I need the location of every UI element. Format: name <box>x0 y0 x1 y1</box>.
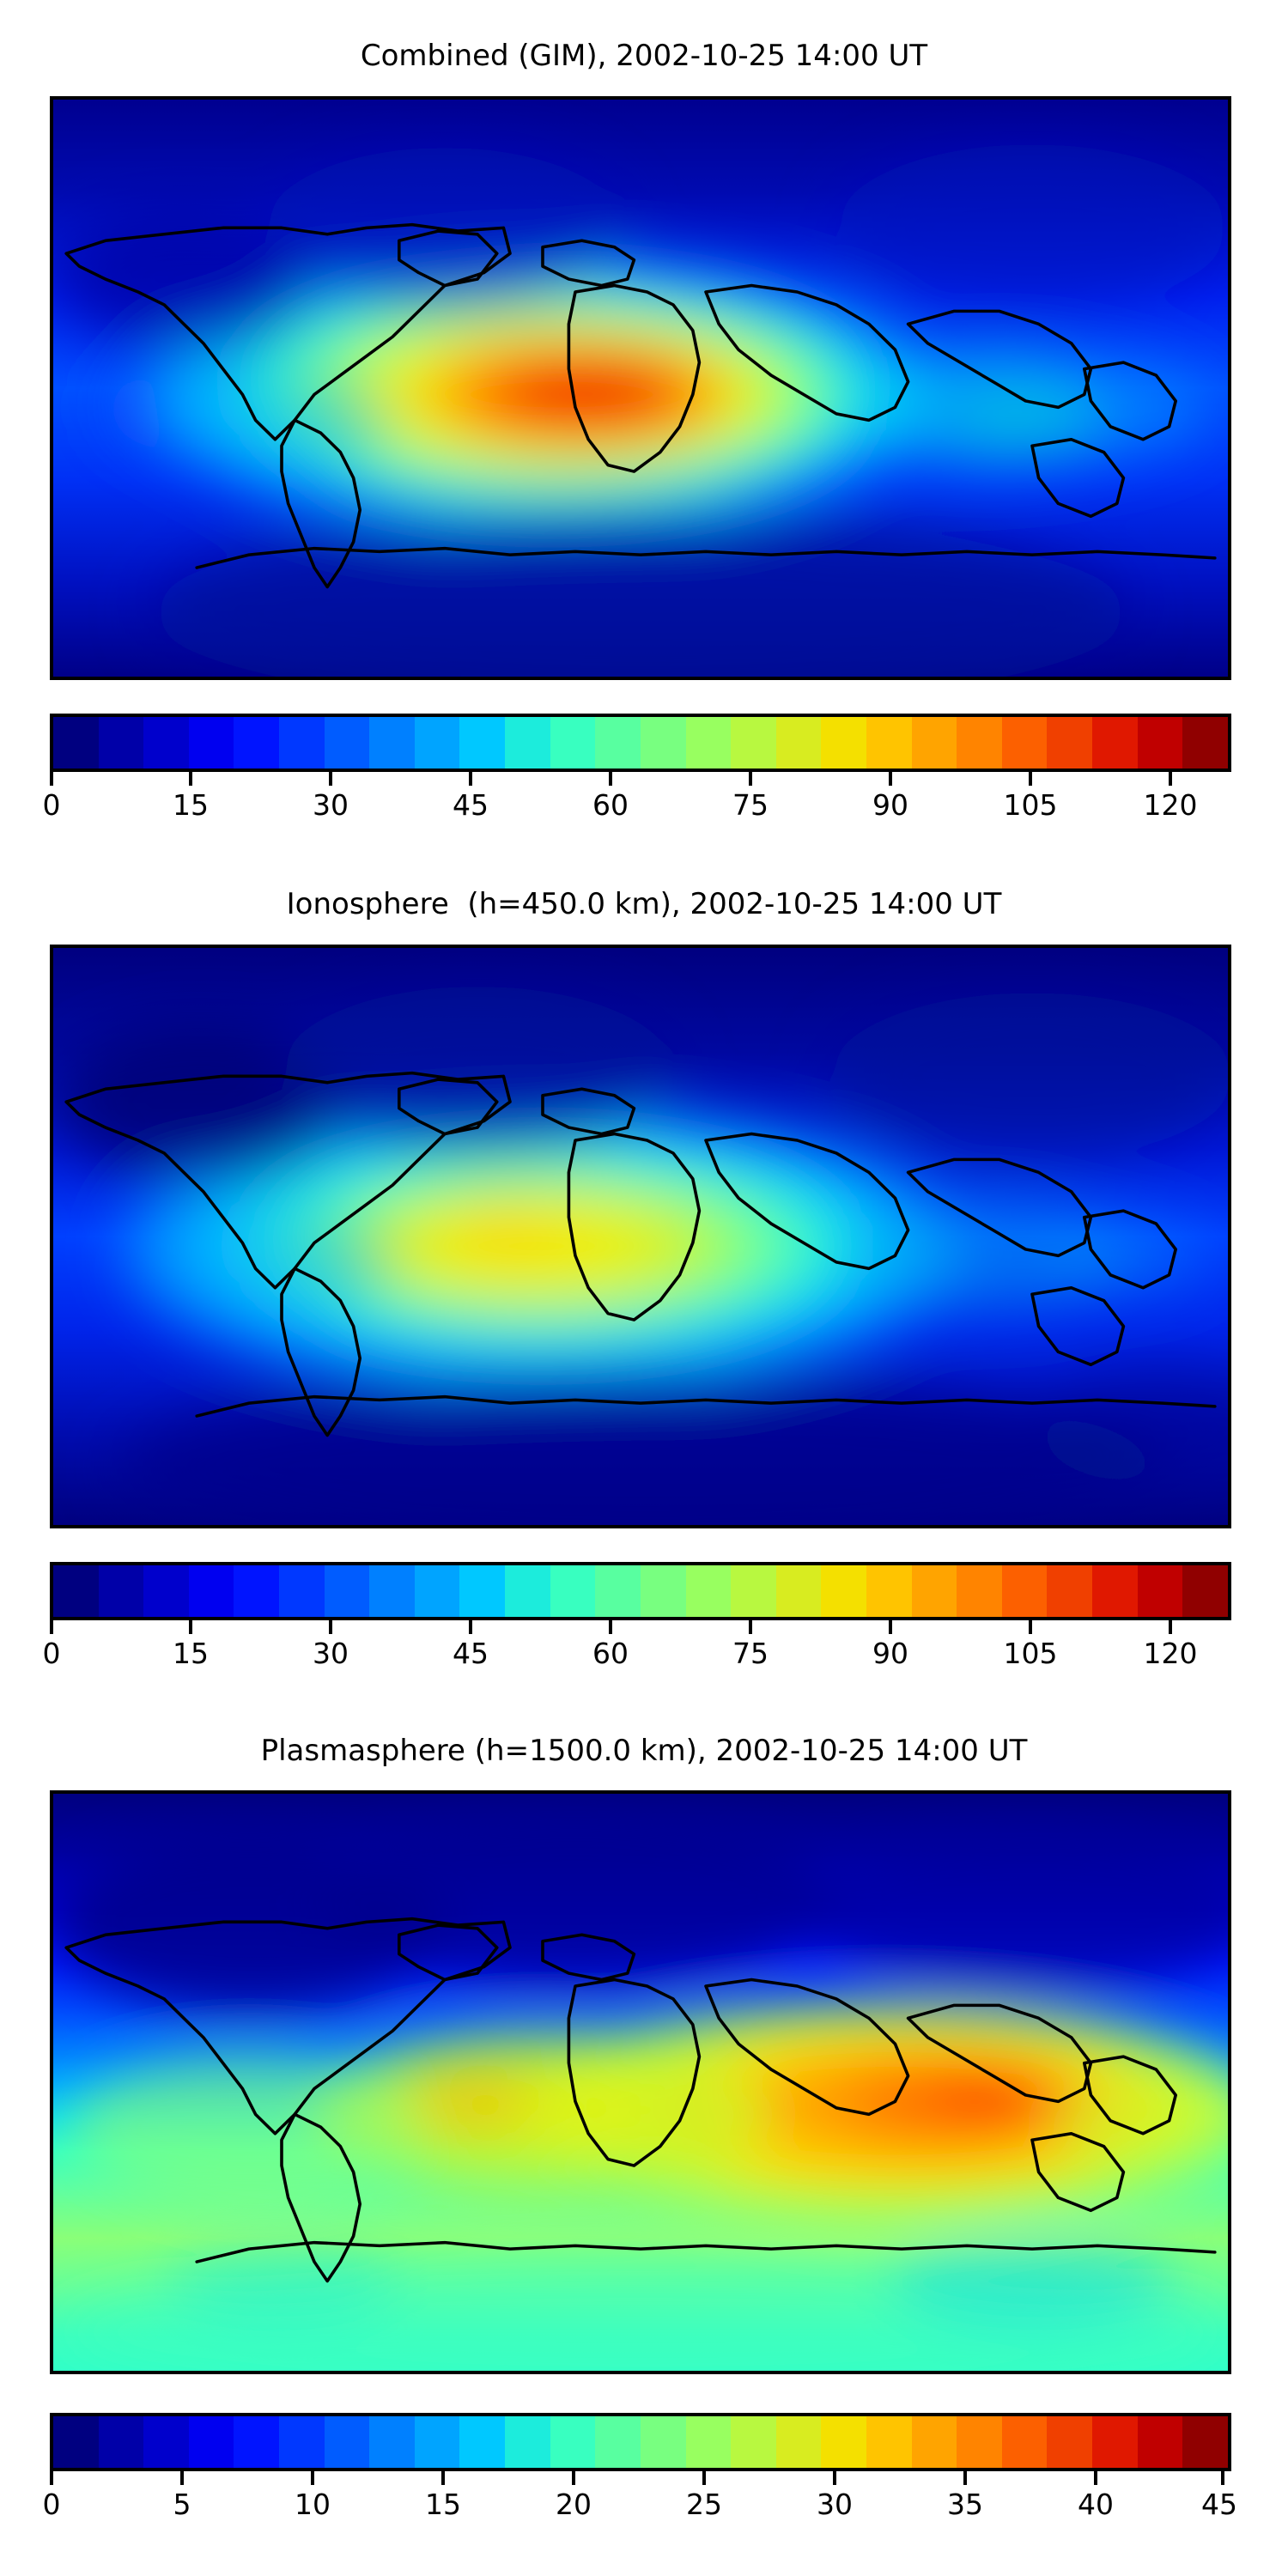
colorbar-2-tick-2: 30 <box>313 1637 349 1670</box>
panel-title-2: Ionosphere (h=450.0 km), 2002-10-25 14:0… <box>286 887 1002 921</box>
panel-title-3: Plasmasphere (h=1500.0 km), 2002-10-25 1… <box>260 1734 1028 1768</box>
colorbar-1-tick-5: 75 <box>732 788 769 822</box>
colorbar-3-tick-2: 10 <box>295 2488 331 2521</box>
colorbar-wrap-3: 0 5 10 15 20 25 30 35 40 45 <box>43 2413 1237 2533</box>
colorbar-3 <box>50 2413 1231 2471</box>
colorbar-3-tick-1: 5 <box>173 2488 191 2521</box>
map-combined-gim <box>50 96 1231 680</box>
colorbar-3-tick-0: 0 <box>42 2488 61 2521</box>
colorbar-1 <box>50 714 1231 772</box>
colorbar-1-tick-3: 45 <box>453 788 489 822</box>
colorbar-3-tick-4: 20 <box>556 2488 592 2521</box>
colorbar-wrap-2: 0 15 30 45 60 75 90 105 120 <box>43 1562 1231 1674</box>
colorbar-2 <box>50 1562 1231 1620</box>
colorbar-2-tick-1: 15 <box>173 1637 209 1670</box>
colorbar-2-tick-8: 120 <box>1143 1637 1198 1670</box>
colorbar-1-tick-6: 90 <box>872 788 908 822</box>
colorbar-3-tick-6: 30 <box>817 2488 853 2521</box>
colorbar-2-tick-5: 75 <box>732 1637 769 1670</box>
colorbar-1-tick-0: 0 <box>42 788 61 822</box>
map-svg-3 <box>53 1794 1228 2371</box>
colorbar-3-tick-7: 35 <box>947 2488 983 2521</box>
colorbar-3-tick-5: 25 <box>686 2488 722 2521</box>
panel-title-1: Combined (GIM), 2002-10-25 14:00 UT <box>360 39 928 73</box>
colorbar-1-tick-2: 30 <box>313 788 349 822</box>
colorbar-2-tick-0: 0 <box>42 1637 61 1670</box>
map-plasmasphere <box>50 1790 1231 2374</box>
map-svg-1 <box>53 100 1228 677</box>
colorbar-3-tick-3: 15 <box>425 2488 461 2521</box>
colorbar-3-tick-8: 40 <box>1078 2488 1114 2521</box>
colorbar-2-tick-3: 45 <box>453 1637 489 1670</box>
colorbar-2-tick-6: 90 <box>872 1637 908 1670</box>
map-svg-2 <box>53 948 1228 1525</box>
colorbar-1-tick-8: 120 <box>1143 788 1198 822</box>
map-ionosphere <box>50 945 1231 1528</box>
colorbar-2-tick-4: 60 <box>592 1637 629 1670</box>
colorbar-1-tick-7: 105 <box>1003 788 1058 822</box>
colorbar-1-tick-4: 60 <box>592 788 629 822</box>
colorbar-wrap-1: 0 15 30 45 60 75 90 105 120 <box>43 714 1231 825</box>
colorbar-2-tick-7: 105 <box>1003 1637 1058 1670</box>
colorbar-1-tick-1: 15 <box>173 788 209 822</box>
colorbar-3-tick-9: 45 <box>1201 2488 1237 2521</box>
